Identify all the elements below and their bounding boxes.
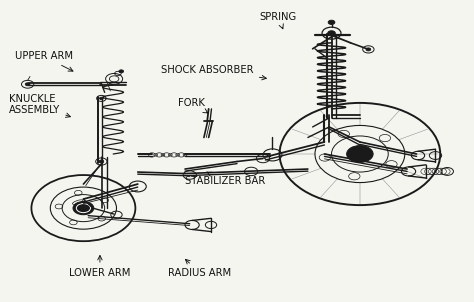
Circle shape [328,31,335,36]
Text: STABILIZER BAR: STABILIZER BAR [185,172,265,186]
Circle shape [119,70,124,73]
Text: SPRING: SPRING [260,12,297,29]
Circle shape [346,146,373,162]
Circle shape [100,97,103,100]
Circle shape [25,83,30,86]
Text: UPPER ARM: UPPER ARM [15,51,73,71]
Text: LOWER ARM: LOWER ARM [69,255,131,278]
Circle shape [99,160,104,163]
Text: FORK: FORK [178,98,208,113]
Text: SHOCK ABSORBER: SHOCK ABSORBER [161,65,266,80]
Circle shape [73,201,94,215]
Circle shape [366,48,371,51]
Text: RADIUS ARM: RADIUS ARM [168,259,232,278]
Text: KNUCKLE
ASSEMBLY: KNUCKLE ASSEMBLY [9,94,70,117]
Circle shape [328,20,335,24]
